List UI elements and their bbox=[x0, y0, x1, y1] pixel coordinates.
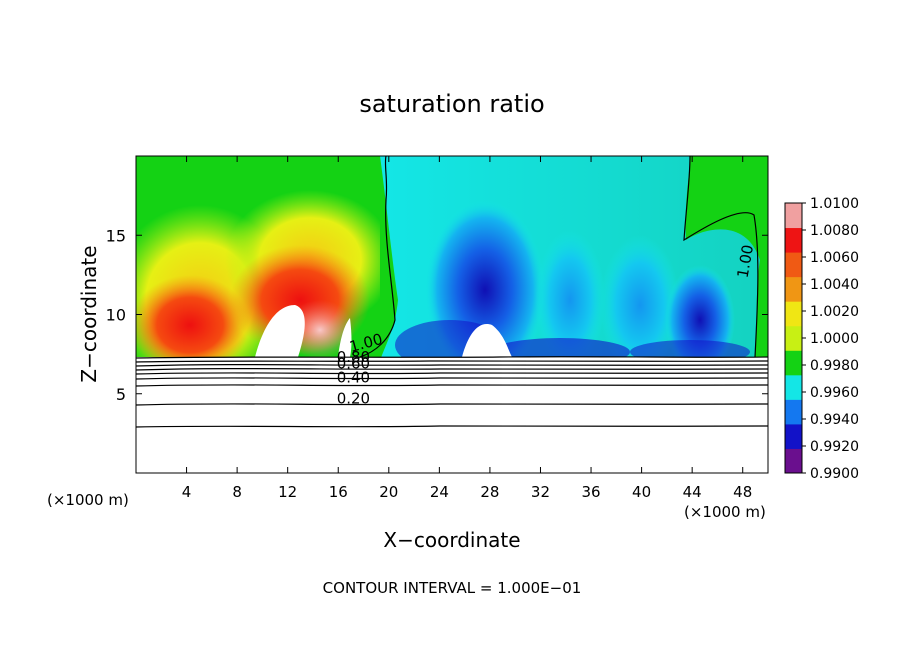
chart-title: saturation ratio bbox=[359, 90, 544, 118]
colorbar-swatch bbox=[785, 203, 802, 229]
colorbar-tick-label: 1.0040 bbox=[810, 277, 859, 293]
colorbar-swatch bbox=[785, 325, 802, 351]
x-axis-label: X−coordinate bbox=[383, 528, 520, 552]
colorbar-tick-label: 1.0020 bbox=[810, 304, 859, 320]
contour-lines bbox=[136, 156, 768, 428]
colorbar-swatch bbox=[785, 350, 802, 376]
contour-label: 1.00 bbox=[734, 243, 758, 279]
colorbar-tick-label: 0.9960 bbox=[810, 385, 859, 401]
contour-label: 0.80 bbox=[337, 348, 370, 366]
y-axis-ticks: 5 10 15 bbox=[106, 226, 768, 404]
colorbar-tick-label: 0.9900 bbox=[810, 466, 859, 482]
colorbar-swatch bbox=[785, 227, 802, 253]
x-tick-label: 20 bbox=[379, 483, 398, 501]
heatmap-field bbox=[136, 156, 768, 473]
colorbar-swatch bbox=[785, 301, 802, 327]
y-tick-label: 5 bbox=[116, 385, 126, 404]
colorbar-swatch bbox=[785, 423, 802, 449]
colorbar-tick-label: 0.9940 bbox=[810, 412, 859, 428]
x-unit-right: (×1000 m) bbox=[684, 503, 766, 521]
contour-label: 0.60 bbox=[337, 354, 370, 372]
colorbar-tick-label: 1.0060 bbox=[810, 250, 859, 266]
x-tick-label: 44 bbox=[683, 483, 702, 501]
x-tick-label: 8 bbox=[232, 483, 242, 501]
x-tick-label: 12 bbox=[278, 483, 297, 501]
colorbar-tick-label: 1.0080 bbox=[810, 223, 859, 239]
colorbar-swatch bbox=[785, 399, 802, 425]
x-tick-label: 36 bbox=[581, 483, 600, 501]
colorbar-tick-label: 1.0100 bbox=[810, 196, 859, 212]
colorbar-swatch bbox=[785, 252, 802, 278]
x-tick-label: 4 bbox=[182, 483, 192, 501]
x-tick-label: 40 bbox=[632, 483, 651, 501]
colorbar-tick-label: 0.9980 bbox=[810, 358, 859, 374]
contour-labels: 1.000.800.600.400.201.00 bbox=[337, 243, 757, 407]
x-tick-label: 32 bbox=[531, 483, 550, 501]
x-tick-label: 48 bbox=[733, 483, 752, 501]
y-tick-label: 15 bbox=[106, 226, 126, 245]
contour-label: 0.20 bbox=[337, 389, 370, 407]
colorbar: 1.0100 1.0080 1.0060 1.0040 1.0020 1.0000 0.99… bbox=[784, 196, 859, 482]
x-tick-label: 16 bbox=[329, 483, 348, 501]
contour-label: 0.40 bbox=[337, 369, 370, 387]
x-tick-label: 28 bbox=[480, 483, 499, 501]
colorbar-tick-label: 0.9920 bbox=[810, 439, 859, 455]
x-unit-left: (×1000 m) bbox=[47, 491, 129, 509]
colorbar-tick-label: 1.0000 bbox=[810, 331, 859, 347]
colorbar-swatch bbox=[785, 374, 802, 400]
y-tick-label: 10 bbox=[106, 306, 126, 325]
x-tick-label: 24 bbox=[430, 483, 449, 501]
x-axis-ticks: 4 8 12 16 20 24 28 32 36 40 44 48 bbox=[182, 156, 752, 501]
y-axis-label: Z−coordinate bbox=[77, 245, 101, 382]
contour-interval-note: CONTOUR INTERVAL = 1.000E−01 bbox=[323, 579, 582, 597]
colorbar-swatch bbox=[785, 448, 802, 474]
colorbar-swatch bbox=[785, 276, 802, 302]
